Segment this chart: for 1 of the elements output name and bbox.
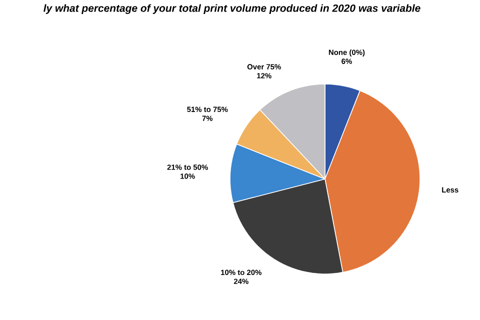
- chart-title: ly what percentage of your total print volume produced in 2020 was variable: [44, 4, 420, 14]
